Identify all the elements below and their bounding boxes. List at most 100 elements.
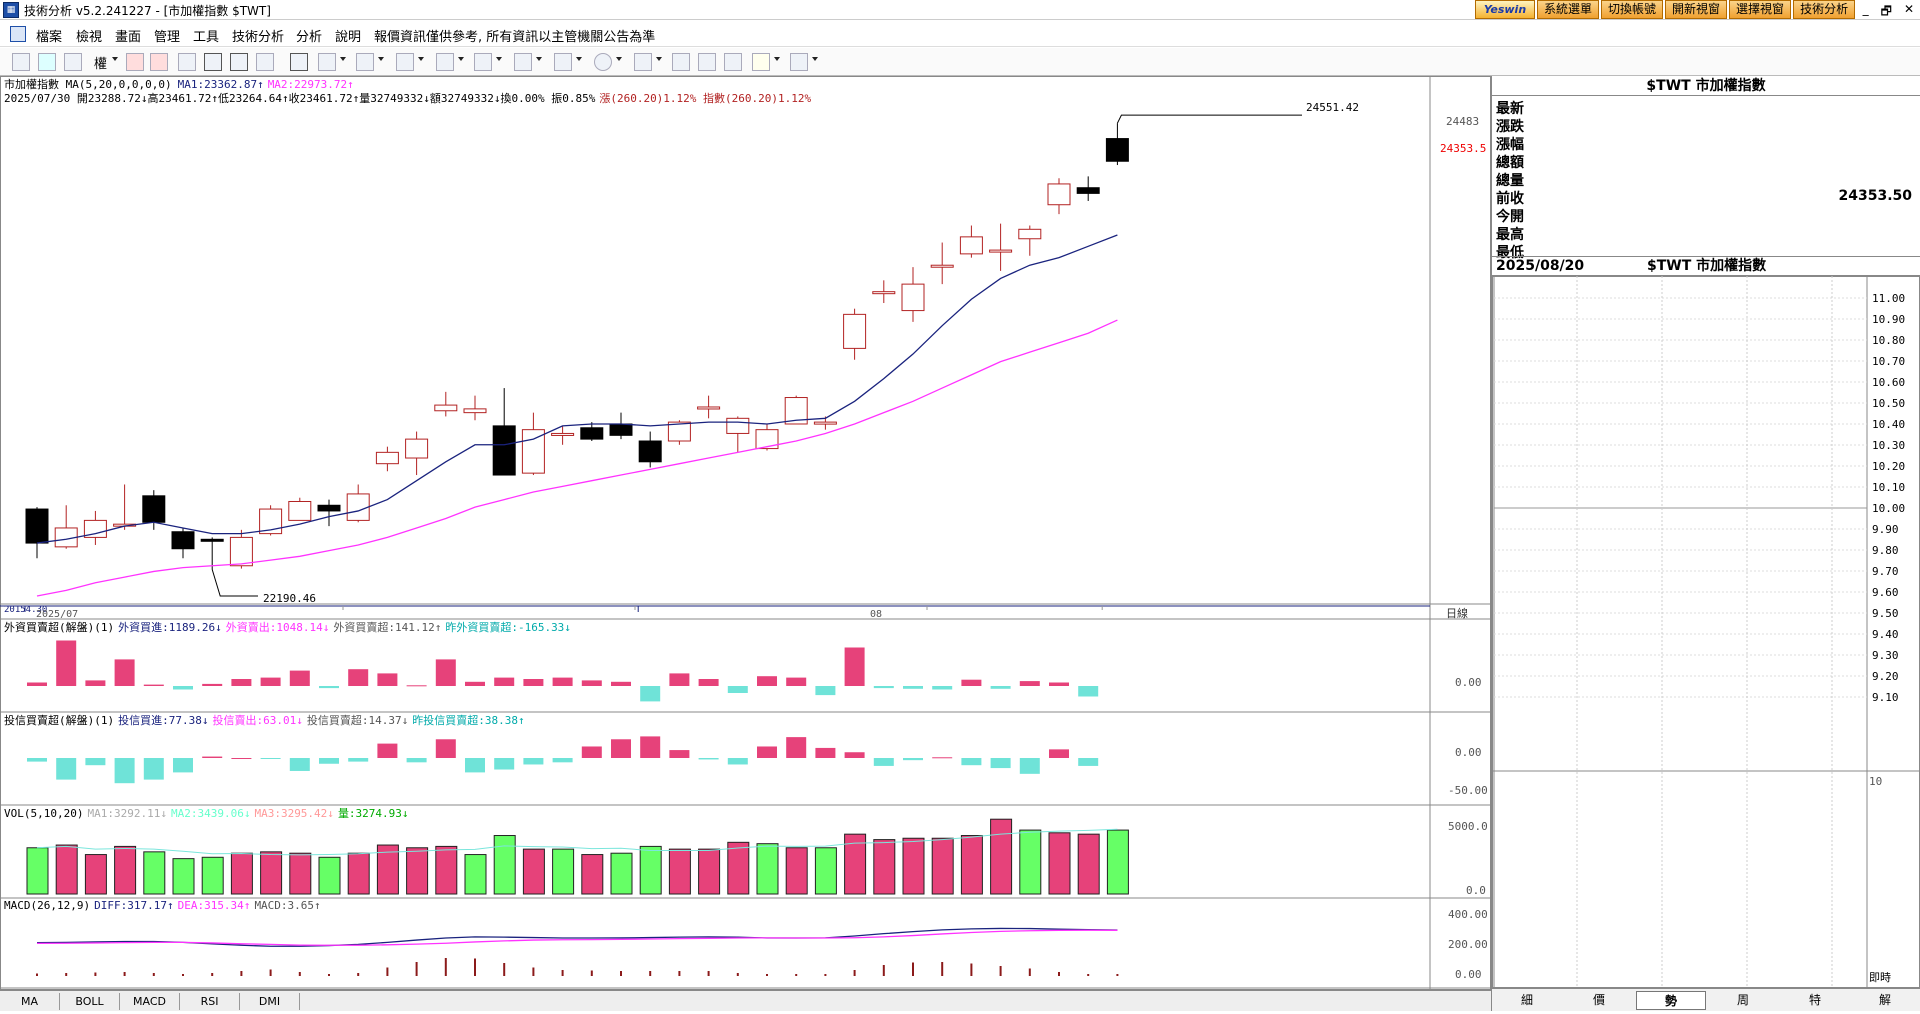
menu-view[interactable]: 檢視 bbox=[76, 30, 103, 45]
chevron-down-icon[interactable] bbox=[340, 57, 346, 61]
excel-icon[interactable] bbox=[126, 53, 144, 71]
chevron-down-icon[interactable] bbox=[774, 57, 780, 61]
tab-ma[interactable]: MA bbox=[0, 993, 60, 1010]
trust-bar bbox=[377, 743, 398, 758]
menu-analysis[interactable]: 分析 bbox=[296, 30, 323, 45]
layout-icon[interactable] bbox=[64, 53, 82, 71]
intraday-mini-chart[interactable]: 10 即時 11.00 10.90 10.80 10.70 10.60 10.50 10.4… bbox=[1492, 276, 1920, 988]
volume-bar bbox=[756, 843, 779, 895]
pattern-icon[interactable] bbox=[150, 53, 168, 71]
tab-trend[interactable]: 勢 bbox=[1636, 991, 1706, 1010]
quote-label: 最低 bbox=[1496, 245, 1524, 261]
tab-week[interactable]: 周 bbox=[1736, 993, 1749, 1007]
horizontal-line-icon[interactable] bbox=[356, 53, 374, 71]
window-4-icon[interactable] bbox=[256, 53, 274, 71]
foreign-bar bbox=[932, 686, 953, 690]
crosshair-icon[interactable] bbox=[38, 53, 56, 71]
technical-chart[interactable]: 市加權指數 MA(5,20,0,0,0,0) MA1:23362.87↑ MA2:2… bbox=[0, 76, 1491, 990]
menu-file[interactable]: 檔案 bbox=[36, 30, 63, 45]
trust-bar bbox=[260, 758, 281, 759]
mini-tick-label: 10.90 bbox=[1872, 313, 1905, 326]
tab-special[interactable]: 特 bbox=[1808, 993, 1821, 1007]
quote-panel: $TWT 市加權指數 最新 漲跌 漲幅 總額 總量 前收 24353.50 今開 最高 最低 20… bbox=[1491, 76, 1920, 1011]
window-3-icon[interactable] bbox=[230, 53, 248, 71]
tab-boll[interactable]: BOLL bbox=[60, 993, 120, 1010]
draw-pen-icon[interactable] bbox=[290, 53, 308, 71]
close-icon[interactable]: ✕ bbox=[1903, 2, 1914, 16]
system-menu-button[interactable]: 系統選單 bbox=[1537, 0, 1600, 19]
foreign-bar bbox=[990, 686, 1011, 689]
tab-price[interactable]: 價 bbox=[1592, 993, 1605, 1007]
chevron-down-icon[interactable] bbox=[496, 57, 502, 61]
foreign-bar bbox=[552, 677, 573, 686]
trust-neg-label: -50.00 bbox=[1448, 784, 1488, 797]
eraser-icon[interactable] bbox=[698, 53, 716, 71]
new-window-button[interactable]: 開新視窗 bbox=[1665, 0, 1728, 19]
text-tool-icon[interactable] bbox=[634, 53, 652, 71]
candle-body bbox=[697, 406, 721, 410]
volume-bar bbox=[289, 852, 312, 895]
trust-bar bbox=[961, 758, 982, 766]
foreign-bar bbox=[202, 683, 223, 686]
channel-icon[interactable] bbox=[514, 53, 532, 71]
chevron-down-icon[interactable] bbox=[112, 57, 118, 61]
fan-lines-icon[interactable] bbox=[436, 53, 454, 71]
foreign-bar bbox=[56, 640, 77, 686]
chevron-down-icon[interactable] bbox=[378, 57, 384, 61]
technical-analysis-button[interactable]: 技術分析 bbox=[1793, 0, 1856, 19]
trust-bar bbox=[844, 752, 865, 758]
foreign-bar bbox=[85, 680, 106, 686]
chevron-down-icon[interactable] bbox=[812, 57, 818, 61]
x-label-july: 2025/07 bbox=[36, 609, 78, 620]
select-window-button[interactable]: 選擇視窗 bbox=[1729, 0, 1792, 19]
chevron-down-icon[interactable] bbox=[418, 57, 424, 61]
quote-label: 最高 bbox=[1496, 227, 1524, 243]
menu-bar: 檔案 檢視 畫面 管理 工具 技術分析 分析 說明 報價資訊僅供參考, 所有資訊… bbox=[0, 21, 1920, 47]
tab-rsi[interactable]: RSI bbox=[180, 993, 240, 1010]
rectangle-icon[interactable] bbox=[554, 53, 572, 71]
chevron-down-icon[interactable] bbox=[656, 57, 662, 61]
trust-bar bbox=[85, 758, 106, 766]
save-icon[interactable] bbox=[790, 53, 808, 71]
vertical-lines-icon[interactable] bbox=[396, 53, 414, 71]
tab-dmi[interactable]: DMI bbox=[240, 993, 300, 1010]
copy-drawing-icon[interactable] bbox=[724, 53, 742, 71]
menu-help[interactable]: 說明 bbox=[335, 30, 362, 45]
minimize-icon[interactable]: _ bbox=[1862, 2, 1869, 16]
menu-tools[interactable]: 工具 bbox=[193, 30, 220, 45]
switch-account-button[interactable]: 切換帳號 bbox=[1601, 0, 1664, 19]
rights-label[interactable]: 權 bbox=[94, 57, 108, 72]
chart-doc-icon bbox=[10, 26, 26, 42]
tab-analysis[interactable]: 解 bbox=[1878, 993, 1891, 1007]
menu-technical-analysis[interactable]: 技術分析 bbox=[232, 30, 285, 45]
trust-bar bbox=[494, 758, 515, 770]
window-2-icon[interactable] bbox=[204, 53, 222, 71]
tab-detail[interactable]: 細 bbox=[1520, 993, 1533, 1007]
chevron-down-icon[interactable] bbox=[536, 57, 542, 61]
ellipse-icon[interactable] bbox=[594, 53, 612, 71]
restore-icon[interactable]: 🗗 bbox=[1880, 4, 1892, 18]
volume-bar bbox=[347, 852, 370, 895]
chevron-down-icon[interactable] bbox=[576, 57, 582, 61]
chart-settings-icon[interactable] bbox=[12, 53, 30, 71]
chevron-down-icon[interactable] bbox=[458, 57, 464, 61]
fibonacci-icon[interactable] bbox=[474, 53, 492, 71]
window-1-icon[interactable] bbox=[178, 53, 196, 71]
foreign-bar bbox=[348, 669, 369, 686]
tab-macd[interactable]: MACD bbox=[120, 993, 180, 1010]
volume-bar bbox=[376, 844, 399, 895]
menu-screen[interactable]: 畫面 bbox=[115, 30, 142, 45]
chevron-down-icon[interactable] bbox=[616, 57, 622, 61]
candle-body bbox=[872, 291, 896, 295]
trend-line-icon[interactable] bbox=[318, 53, 336, 71]
volume-bar bbox=[668, 848, 691, 895]
volume-bar bbox=[902, 837, 925, 895]
toolbar: 權 bbox=[0, 48, 1920, 76]
color-palette-icon[interactable] bbox=[752, 53, 770, 71]
volume-bar bbox=[406, 847, 429, 895]
high-price-label: 24551.42 bbox=[1306, 101, 1359, 114]
candle-body bbox=[434, 404, 458, 412]
delete-drawing-icon[interactable] bbox=[672, 53, 690, 71]
menu-manage[interactable]: 管理 bbox=[154, 30, 181, 45]
chart-area[interactable]: 市加權指數 MA(5,20,0,0,0,0) MA1:23362.87↑ MA2:2… bbox=[0, 76, 1491, 1011]
